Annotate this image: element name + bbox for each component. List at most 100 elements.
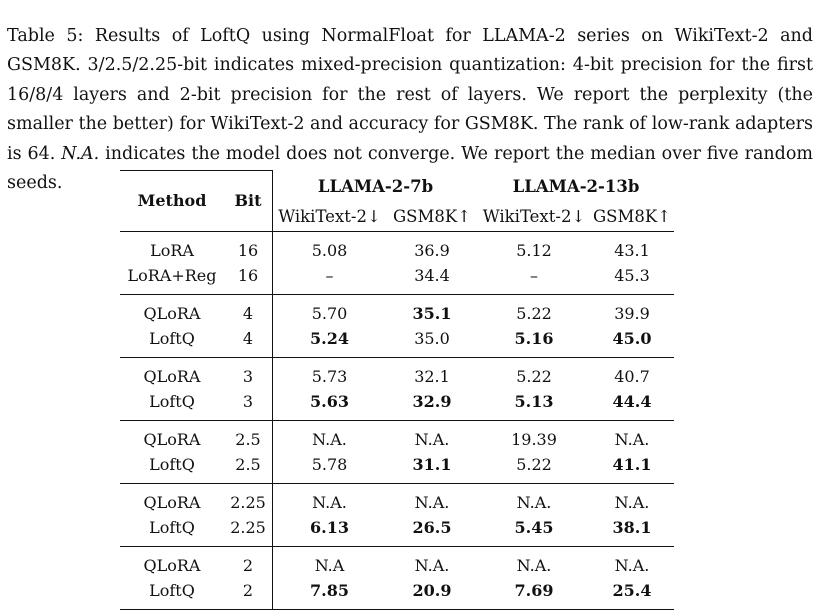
cell-method: QLoRA — [120, 293, 224, 326]
cell-llama-2-13b-gsm8k: N.A. — [590, 482, 674, 515]
cell-bit: 4 — [224, 293, 273, 326]
cell-llama-2-7b-wikitext: 7.85 — [272, 577, 386, 610]
cell-llama-2-13b-gsm8k: 45.0 — [612, 328, 652, 348]
cell-llama-2-13b-wikitext: 5.12 — [478, 230, 590, 263]
cell-bit: 16 — [224, 230, 273, 263]
results-table: Method Bit LLAMA-2-7b LLAMA-2-13b WikiTe… — [120, 170, 674, 610]
cell-llama-2-7b-gsm8k: 32.9 — [412, 391, 452, 411]
cell-bit: 2.25 — [224, 514, 273, 546]
table-row: QLoRA 4 5.70 35.1 5.22 39.9 — [120, 293, 674, 326]
cell-llama-2-13b-gsm8k: N.A. — [590, 419, 674, 452]
cell-llama-2-13b-wikitext: 5.16 — [514, 328, 554, 348]
caption-na-term: N.A. — [61, 143, 100, 164]
cell-llama-2-13b-wikitext: 5.22 — [478, 293, 590, 326]
cell-llama-2-7b-wikitext: N.A. — [272, 482, 386, 515]
cell-llama-2-13b-wikitext: N.A. — [478, 482, 590, 515]
cell-llama-2-7b-gsm8k: 36.9 — [386, 230, 478, 263]
cell-method: LoftQ — [149, 517, 195, 537]
cell-llama-2-7b-wikitext: 6.13 — [310, 517, 349, 537]
table-row: QLoRA 3 5.73 32.1 5.22 40.7 — [120, 356, 674, 389]
cell-llama-2-7b-wikitext: N.A. — [272, 419, 386, 452]
cell-llama-2-7b-gsm8k: N.A. — [386, 419, 478, 452]
cell-method: LoftQ — [149, 454, 195, 474]
cell-llama-2-13b-gsm8k: 44.4 — [612, 391, 652, 411]
table-row: LoftQ 2.5 5.78 31.1 5.22 41.1 — [120, 451, 674, 483]
cell-bit: 4 — [224, 325, 273, 357]
cell-bit: 3 — [224, 388, 273, 420]
cell-llama-2-7b-wikitext: – — [325, 265, 334, 285]
cell-method: LoftQ — [149, 328, 195, 348]
table-row: LoftQ 2 7.85 20.9 7.69 25.4 — [120, 577, 674, 610]
header-row-2: WikiText-2↓ GSM8K↑ WikiText-2↓ GSM8K↑ — [120, 203, 674, 232]
cell-llama-2-13b-gsm8k: 39.9 — [590, 293, 674, 326]
table-header: Method Bit LLAMA-2-7b LLAMA-2-13b WikiTe… — [120, 170, 674, 232]
cell-bit: 2.25 — [224, 482, 273, 515]
cell-bit: 3 — [224, 356, 273, 389]
cell-method: QLoRA — [120, 419, 224, 452]
cell-llama-2-13b-wikitext: 5.22 — [478, 356, 590, 389]
cell-bit: 2.5 — [224, 451, 273, 483]
cell-bit: 2 — [224, 577, 273, 610]
table-body: LoRA 16 5.08 36.9 5.12 43.1 LoRA+Reg 16–34.4–45… — [120, 230, 674, 610]
table-row: LoRA+Reg 16 – 34.4 – 45.3 — [120, 262, 674, 294]
header-13b-wikitext: WikiText-2↓ — [482, 207, 586, 226]
header-llama-2-7b: LLAMA-2-7b — [317, 177, 434, 196]
cell-method: QLoRA — [120, 545, 224, 578]
cell-llama-2-7b-wikitext: 5.73 — [272, 356, 386, 389]
caption-text-1: Results of LoftQ using NormalFloat for L… — [7, 25, 813, 164]
cell-method: LoRA+Reg — [127, 265, 217, 285]
cell-llama-2-7b-wikitext: 5.24 — [310, 328, 349, 348]
cell-llama-2-13b-gsm8k: N.A. — [590, 545, 674, 578]
header-7b-gsm8k: GSM8K↑ — [392, 207, 472, 226]
caption-text-2: indicates the model does not converge. W… — [7, 143, 813, 194]
header-13b-gsm8k: GSM8K↑ — [592, 207, 672, 226]
cell-method: LoftQ — [149, 391, 195, 411]
cell-llama-2-13b-wikitext: 5.13 — [514, 391, 554, 411]
table-row: QLoRA 2 N.A N.A. N.A. N.A. — [120, 545, 674, 578]
cell-llama-2-7b-gsm8k: 35.0 — [414, 328, 450, 348]
cell-method: QLoRA — [120, 356, 224, 389]
cell-llama-2-7b-gsm8k: 31.1 — [412, 454, 452, 474]
cell-llama-2-13b-wikitext: 19.39 — [478, 419, 590, 452]
cell-llama-2-7b-gsm8k: 34.4 — [414, 265, 450, 285]
cell-llama-2-7b-gsm8k: 20.9 — [386, 577, 478, 610]
cell-llama-2-7b-wikitext: 5.70 — [272, 293, 386, 326]
cell-llama-2-7b-gsm8k: N.A. — [386, 545, 478, 578]
cell-llama-2-7b-wikitext: 5.08 — [272, 230, 386, 263]
cell-llama-2-7b-wikitext: N.A — [272, 545, 386, 578]
header-bit: Bit — [224, 170, 273, 231]
table-row: QLoRA 2.25 N.A. N.A. N.A. N.A. — [120, 482, 674, 515]
header-7b-wikitext: WikiText-2↓ — [278, 207, 381, 226]
cell-llama-2-7b-gsm8k: 35.1 — [386, 293, 478, 326]
cell-llama-2-13b-gsm8k: 43.1 — [590, 230, 674, 263]
cell-bit: 2.5 — [224, 419, 273, 452]
cell-llama-2-13b-wikitext: N.A. — [478, 545, 590, 578]
cell-llama-2-13b-gsm8k: 40.7 — [590, 356, 674, 389]
cell-llama-2-13b-gsm8k: 38.1 — [612, 517, 652, 537]
cell-bit: 16 — [224, 262, 273, 294]
cell-method: QLoRA — [120, 482, 224, 515]
cell-llama-2-13b-gsm8k: 45.3 — [614, 265, 650, 285]
header-llama-2-13b: LLAMA-2-13b — [512, 177, 640, 196]
table-caption: Table 5: Results of LoftQ using NormalFl… — [7, 22, 813, 199]
cell-method: LoRA — [120, 230, 224, 263]
header-row-1: Method Bit LLAMA-2-7b LLAMA-2-13b — [120, 170, 674, 231]
table-row: LoRA 16 5.08 36.9 5.12 43.1 — [120, 230, 674, 263]
cell-bit: 2 — [224, 545, 273, 578]
cell-llama-2-13b-gsm8k: 25.4 — [590, 577, 674, 610]
table-row: LoftQ 3 5.63 32.9 5.13 44.4 — [120, 388, 674, 420]
cell-llama-2-13b-wikitext: 5.22 — [516, 454, 552, 474]
cell-llama-2-7b-gsm8k: 32.1 — [386, 356, 478, 389]
caption-label: Table 5: — [7, 25, 84, 46]
cell-llama-2-13b-wikitext: 5.45 — [514, 517, 554, 537]
cell-method: LoftQ — [120, 577, 224, 610]
table-row: QLoRA 2.5 N.A. N.A. 19.39 N.A. — [120, 419, 674, 452]
cell-llama-2-7b-wikitext: 5.78 — [311, 454, 348, 474]
cell-llama-2-13b-wikitext: 7.69 — [478, 577, 590, 610]
table-row: LoftQ 4 5.24 35.0 5.16 45.0 — [120, 325, 674, 357]
cell-llama-2-13b-gsm8k: 41.1 — [612, 454, 652, 474]
header-method: Method — [120, 170, 224, 231]
cell-llama-2-7b-gsm8k: N.A. — [386, 482, 478, 515]
cell-llama-2-7b-gsm8k: 26.5 — [412, 517, 452, 537]
